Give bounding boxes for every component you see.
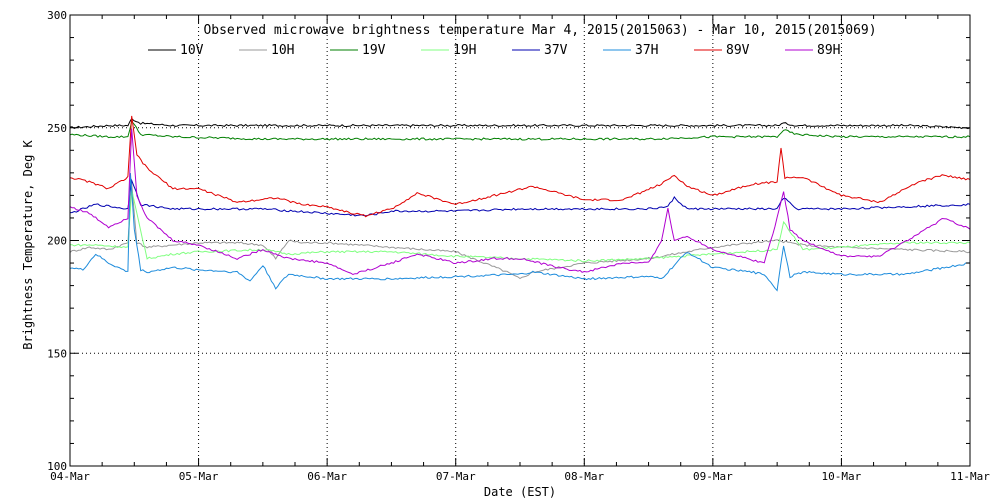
- y-tick-label: 300: [47, 9, 67, 22]
- y-tick-label: 250: [47, 122, 67, 135]
- legend-label-19v: 19V: [362, 43, 386, 58]
- x-tick-label: 11-Mar: [950, 470, 990, 483]
- x-tick-label: 10-Mar: [822, 470, 862, 483]
- x-tick-label: 08-Mar: [564, 470, 604, 483]
- x-tick-label: 06-Mar: [307, 470, 347, 483]
- x-tick-label: 05-Mar: [179, 470, 219, 483]
- series-line-10h: [69, 183, 971, 280]
- x-tick-label: 09-Mar: [693, 470, 733, 483]
- series-line-19v: [69, 120, 971, 141]
- legend-label-37h: 37H: [635, 43, 658, 58]
- legend-label-89v: 89V: [726, 43, 750, 58]
- legend-label-19h: 19H: [453, 43, 476, 58]
- legend-label-89h: 89H: [817, 43, 840, 58]
- legend-label-37v: 37V: [544, 43, 568, 58]
- y-tick-label: 100: [47, 460, 67, 473]
- axis-ticks: 04-Mar 05-Mar 06-Mar 07-Mar 08-Mar 09-Mar 10-M…: [47, 9, 990, 483]
- x-axis-title: Date (EST): [484, 485, 556, 499]
- series-line-37v: [69, 178, 971, 217]
- y-tick-label: 200: [47, 235, 67, 248]
- y-tick-label: 150: [47, 347, 67, 360]
- series-line-10v: [69, 117, 971, 130]
- legend-label-10v: 10V: [180, 43, 204, 58]
- series-line-37h: [69, 172, 971, 292]
- legend: 10V 10H 19V 19H 37V 37H 89V 89H: [148, 43, 840, 58]
- x-tick-label: 07-Mar: [436, 470, 476, 483]
- series-line-89v: [69, 115, 971, 218]
- legend-label-10h: 10H: [271, 43, 294, 58]
- x-tick-label: 04-Mar: [50, 470, 90, 483]
- series-line-89h: [69, 128, 971, 276]
- series-layer: [69, 115, 971, 292]
- chart-title: Observed microwave brightness temperatur…: [203, 23, 876, 38]
- y-axis-title: Brightness Temperature, Deg K: [21, 139, 35, 349]
